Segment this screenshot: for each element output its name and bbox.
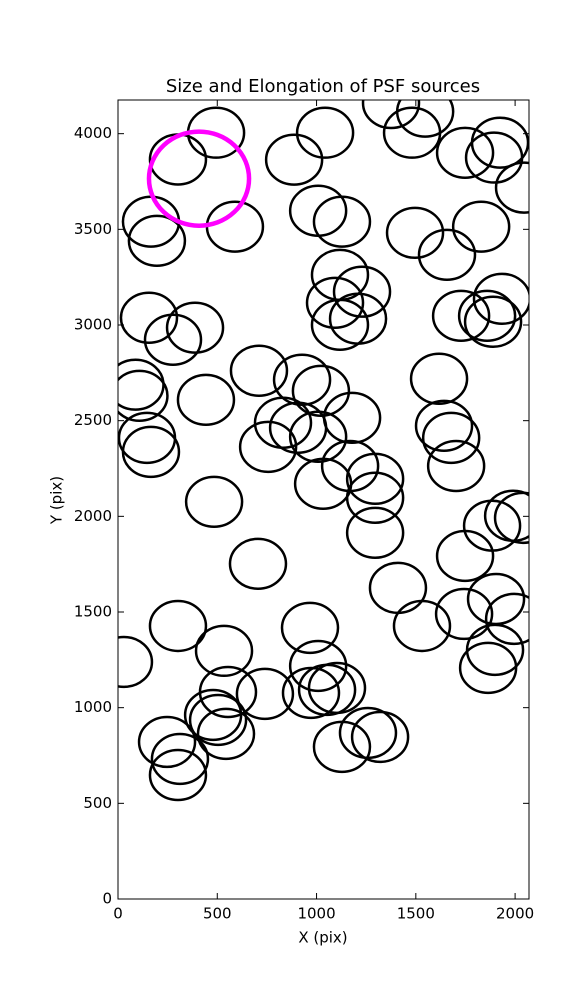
psf-source [307,661,367,715]
psf-source [435,529,495,583]
psf-source [382,106,442,159]
psf-source [148,599,208,653]
psf-source [288,184,348,237]
psf-source [280,601,340,655]
psf-source [150,732,210,786]
x-tick-label: 1000 [297,905,335,923]
psf-source [431,289,491,343]
y-tick-label: 3000 [74,316,112,334]
psf-source [148,133,208,186]
psf-source [119,291,179,344]
psf-source [493,491,529,545]
psf-source [462,499,522,552]
psf-source [458,641,518,695]
psf-source [238,420,298,474]
psf-source [361,100,421,130]
psf-source [194,624,254,678]
psf-source [312,195,372,248]
psf-source [494,161,529,214]
psf-source [464,131,524,184]
psf-source [264,133,324,186]
axes-frame [117,99,530,900]
y-tick-label: 2000 [74,507,112,525]
psf-source [457,289,517,343]
psf-source [118,358,165,411]
psf-source [350,710,410,764]
psf-source [463,295,523,348]
y-tick-label: 4000 [74,124,112,142]
psf-source [426,439,486,493]
psf-source [465,623,525,677]
psf-source [421,411,481,465]
psf-source [451,200,511,253]
psf-source [288,639,348,693]
psf-source [328,292,388,345]
psf-source [165,301,225,354]
psf-source [121,425,181,479]
chart-title: Size and Elongation of PSF sources [166,76,480,97]
y-tick-label: 0 [102,890,112,908]
psf-source [148,748,208,802]
psf-source [312,720,372,774]
psf-source [291,364,351,418]
plot-area [118,100,529,802]
psf-source [470,116,529,169]
psf-source [121,195,181,248]
psf-source [322,391,382,445]
psf-source [484,592,529,646]
psf-source [295,106,355,159]
y-axis-label: Y (pix) [48,476,66,525]
psf-source [385,206,445,260]
y-tick-label: 1000 [74,698,112,716]
x-tick-label: 1500 [397,905,435,923]
psf-source [345,452,405,506]
psf-source [288,410,348,463]
psf-source [235,667,295,721]
psf-source [228,537,288,591]
psf-source [434,587,494,641]
psf-source [483,489,529,542]
psf-source [332,265,392,318]
psf-source [127,214,187,268]
psf-source [188,693,248,747]
psf-source [118,635,154,689]
psf-source [137,715,197,769]
psf-source [435,126,495,180]
y-tick-label: 2500 [74,411,112,429]
psf-source [345,506,405,560]
x-tick-label: 500 [203,905,232,923]
psf-source [176,373,236,427]
x-tick-label: 0 [113,905,123,923]
x-tick-label: 2000 [496,905,534,923]
psf-source [414,399,474,453]
y-tick-label: 500 [83,794,112,812]
psf-source [368,561,428,615]
psf-source [417,228,477,282]
psf-source [196,707,256,761]
psf-source [184,475,244,529]
psf-source [409,352,469,405]
psf-source [305,276,365,330]
y-tick-label: 1500 [74,603,112,621]
psf-source [118,369,169,423]
psf-source [293,457,353,511]
psf-source [472,272,529,326]
y-tick-label: 3500 [74,220,112,238]
psf-source [392,599,452,653]
psf-source [183,688,243,742]
psf-source [229,344,289,397]
psf-source [143,313,203,366]
psf-source [338,706,398,760]
psf-source [146,129,252,228]
x-axis-label: X (pix) [298,929,347,947]
